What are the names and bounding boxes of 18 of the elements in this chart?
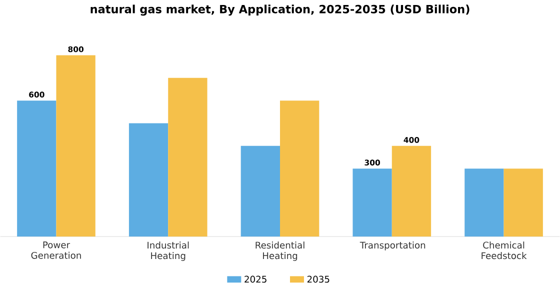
bar — [464, 168, 504, 236]
x-tick-label: Residential Heating — [256, 241, 304, 261]
bar — [280, 100, 320, 236]
bar — [128, 123, 168, 236]
bar — [240, 146, 280, 236]
bar — [352, 168, 392, 236]
bar — [504, 168, 543, 236]
x-tick-label: Power Generation — [31, 241, 81, 259]
x-tick-label: Transportation — [360, 241, 426, 250]
x-tick-label: Chemical Feedstock — [482, 241, 527, 260]
legend-label: 2025 — [244, 276, 266, 283]
bar — [392, 146, 432, 236]
x-tick-label: Industrial Heating — [148, 241, 189, 261]
bar — [168, 78, 208, 236]
legend-label: 2035 — [307, 276, 330, 283]
chart-title: natural gas market, By Application, 2025-2035 (USD Billion) — [90, 4, 470, 16]
bar — [56, 55, 96, 236]
bar — [17, 100, 56, 236]
